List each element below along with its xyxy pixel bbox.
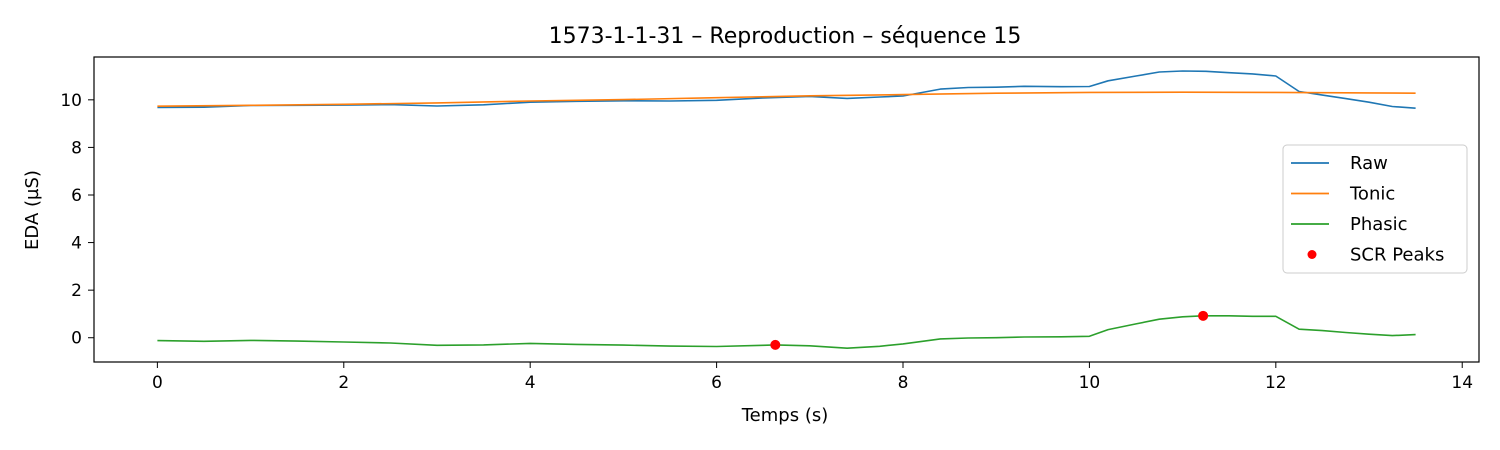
plot-frame bbox=[93, 56, 1480, 363]
y-axis-label: EDA (µS) bbox=[22, 170, 43, 250]
x-tick-label: 0 bbox=[152, 373, 163, 393]
scr-peak-point bbox=[1198, 310, 1209, 321]
legend-label-phasic: Phasic bbox=[1350, 214, 1408, 235]
y-tick-label: 6 bbox=[71, 186, 82, 206]
x-axis-ticks: 0 2 4 6 8 10 12 14 bbox=[152, 362, 1473, 393]
legend: Raw Tonic Phasic SCR Peaks bbox=[1282, 144, 1468, 274]
series-layer bbox=[157, 70, 1416, 350]
legend-box bbox=[1282, 144, 1468, 274]
series-line-phasic bbox=[157, 314, 1416, 350]
legend-label-scr-peaks: SCR Peaks bbox=[1350, 245, 1444, 266]
x-axis-label: Temps (s) bbox=[741, 405, 829, 426]
y-tick-label: 10 bbox=[60, 91, 82, 111]
x-tick-label: 4 bbox=[525, 373, 536, 393]
legend-label-tonic: Tonic bbox=[1349, 184, 1395, 205]
x-tick-label: 12 bbox=[1265, 373, 1287, 393]
scr-peak-point bbox=[770, 339, 781, 350]
series-line-raw bbox=[157, 70, 1416, 109]
y-tick-label: 0 bbox=[71, 329, 82, 349]
x-tick-label: 6 bbox=[711, 373, 722, 393]
y-tick-label: 8 bbox=[71, 138, 82, 158]
chart-title: 1573-1-1-31 – Reproduction – séquence 15 bbox=[549, 24, 1022, 49]
legend-swatch-scr-peaks bbox=[1307, 250, 1317, 259]
x-tick-label: 2 bbox=[338, 373, 349, 393]
legend-label-raw: Raw bbox=[1350, 153, 1388, 174]
y-axis-ticks: 0 2 4 6 8 10 bbox=[60, 91, 94, 349]
series-line-tonic bbox=[157, 91, 1416, 107]
y-tick-label: 2 bbox=[71, 281, 82, 301]
x-tick-label: 8 bbox=[898, 373, 909, 393]
x-tick-label: 14 bbox=[1451, 373, 1473, 393]
x-tick-label: 10 bbox=[1079, 373, 1101, 393]
y-tick-label: 4 bbox=[71, 234, 82, 254]
